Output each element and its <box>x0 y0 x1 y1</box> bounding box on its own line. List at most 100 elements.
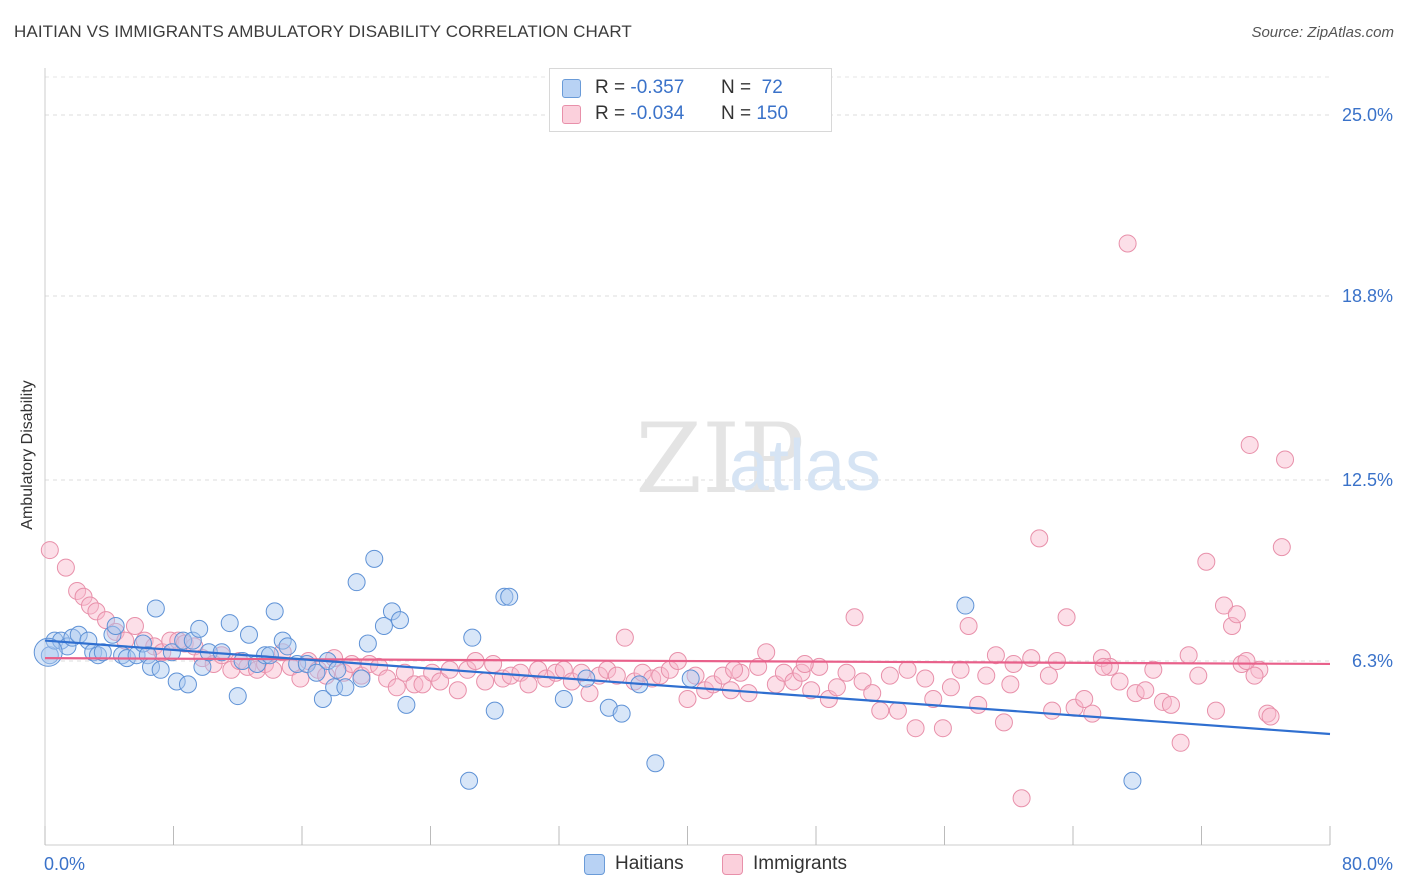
data-point <box>358 634 377 653</box>
data-point <box>651 666 670 685</box>
data-point <box>463 628 482 647</box>
legend-row-immigrants: R = -0.034 N = 150 <box>562 101 788 127</box>
data-point <box>554 689 573 708</box>
data-point <box>347 573 366 592</box>
data-point <box>1179 646 1198 665</box>
data-point <box>395 663 414 682</box>
data-point <box>916 669 935 688</box>
y-tick-label: 12.5% <box>1342 470 1393 490</box>
data-point <box>1171 733 1190 752</box>
data-point <box>1030 529 1049 548</box>
y-tick-labels: 6.3% 12.5% 18.8% 25.0% <box>1342 105 1393 671</box>
data-point <box>1136 681 1155 700</box>
data-point <box>633 663 652 682</box>
data-point <box>183 631 202 650</box>
data-point <box>374 616 393 635</box>
data-point <box>40 541 59 560</box>
legend-swatch-immigrants <box>562 104 581 124</box>
legend-swatch-haitians <box>562 78 581 98</box>
data-point <box>1214 596 1233 615</box>
data-point <box>387 678 406 697</box>
data-point <box>1276 450 1295 469</box>
data-point <box>615 628 634 647</box>
data-point <box>413 675 432 694</box>
trend-line-immigrants <box>44 657 1331 666</box>
legend-row-haitians: R = -0.357 N = 72 <box>562 75 783 101</box>
data-point <box>994 713 1013 732</box>
data-point <box>853 672 872 691</box>
data-point <box>328 660 347 679</box>
trend-lines <box>44 639 1331 736</box>
bottom-legend-label-haitians: Haitians <box>615 853 684 874</box>
legend-r-label: R = <box>595 103 626 124</box>
x-tick-label-max: 80.0% <box>1342 854 1393 874</box>
data-point <box>749 657 768 676</box>
data-point <box>678 689 697 708</box>
data-point <box>313 689 332 708</box>
data-point <box>125 616 144 635</box>
data-point <box>757 643 776 662</box>
data-point <box>1043 701 1062 720</box>
data-point <box>1094 657 1113 676</box>
data-point <box>1144 660 1163 679</box>
data-point <box>906 719 925 738</box>
data-point <box>871 701 890 720</box>
data-point <box>1001 675 1020 694</box>
data-point <box>278 637 297 656</box>
data-point <box>264 660 283 679</box>
data-point <box>220 614 239 633</box>
data-point <box>1258 704 1277 723</box>
data-point <box>1223 616 1242 635</box>
data-point <box>484 654 503 673</box>
data-point <box>1012 789 1031 808</box>
data-point <box>1039 666 1058 685</box>
data-point <box>460 771 479 790</box>
data-point <box>390 611 409 630</box>
data-point <box>986 646 1005 665</box>
data-point <box>500 587 519 606</box>
data-point <box>265 602 284 621</box>
bottom-legend-swatch-immigrants <box>722 853 743 875</box>
data-point <box>898 660 917 679</box>
data-point <box>802 681 821 700</box>
chart-source: Source: ZipAtlas.com <box>1251 24 1394 41</box>
data-point <box>686 666 705 685</box>
data-point <box>365 549 384 568</box>
data-point <box>1110 672 1129 691</box>
data-point <box>167 672 186 691</box>
grid-lines <box>45 76 1330 662</box>
watermark-zip: ZIP <box>635 403 804 515</box>
data-point <box>476 672 495 691</box>
y-tick-label: 25.0% <box>1342 105 1393 125</box>
bottom-legend-swatch-haitians <box>584 853 605 875</box>
data-point <box>827 678 846 697</box>
data-point <box>1206 701 1225 720</box>
data-point <box>1047 652 1066 671</box>
axes <box>44 68 1331 846</box>
data-point <box>1197 552 1216 571</box>
data-point <box>681 669 700 688</box>
data-point <box>959 616 978 635</box>
legend-r-label: R = <box>595 77 626 98</box>
immigrants-points <box>40 234 1295 808</box>
data-point <box>1237 652 1256 671</box>
data-point <box>336 678 355 697</box>
data-point-large <box>33 637 63 667</box>
data-point <box>228 687 247 706</box>
data-point <box>1057 608 1076 627</box>
data-point <box>713 666 732 685</box>
data-point <box>135 631 154 650</box>
watermark-atlas: atlas <box>729 426 881 506</box>
data-point <box>969 695 988 714</box>
chart-title: HAITIAN VS IMMIGRANTS AMBULATORY DISABIL… <box>14 22 632 41</box>
data-point <box>924 689 943 708</box>
data-point <box>1161 695 1180 714</box>
data-point <box>431 672 450 691</box>
data-point <box>307 663 326 682</box>
data-point <box>933 719 952 738</box>
data-point <box>572 663 591 682</box>
data-point <box>74 587 93 606</box>
data-point <box>151 660 170 679</box>
legend-r-value: -0.034 <box>630 103 685 124</box>
bottom-legend-haitians: Haitians <box>584 852 684 876</box>
